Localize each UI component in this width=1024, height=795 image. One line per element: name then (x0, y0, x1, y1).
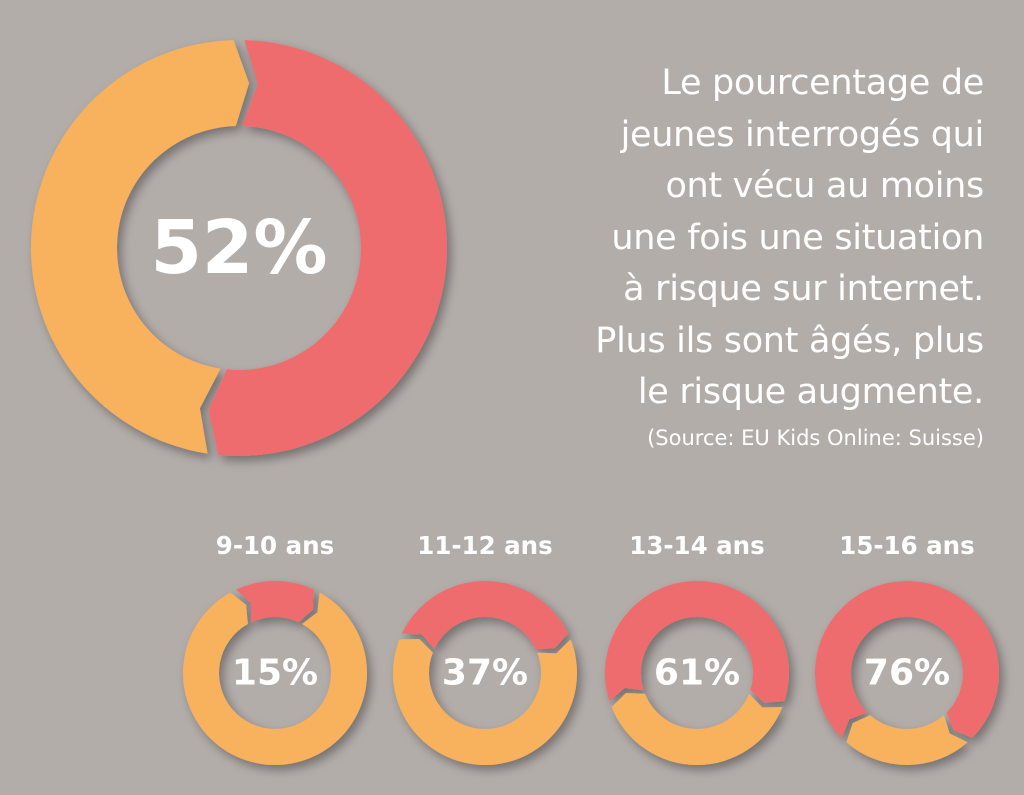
at-risk-slice (605, 581, 789, 703)
age-donut (182, 581, 368, 765)
at-risk-slice (236, 581, 314, 623)
at-risk-slice (401, 580, 569, 649)
not-at-risk-slice (846, 715, 968, 765)
not-at-risk-slice (182, 592, 368, 765)
age-donut (392, 580, 577, 765)
source-note: (Source: EU Kids Online: Suisse) (647, 426, 984, 450)
not-at-risk-slice (611, 693, 783, 766)
percentage-label: 37% (442, 653, 528, 694)
percentage-label: 61% (654, 653, 740, 694)
age-donut (815, 581, 1000, 765)
not-at-risk-slice (392, 638, 577, 765)
percentage-label: 76% (864, 653, 950, 694)
age-group-label: 9-10 ans (216, 531, 334, 560)
headline-line: Plus ils sont âgés, plus (595, 320, 984, 361)
headline-line: le risque augmente. (637, 372, 984, 412)
at-risk-slice (815, 581, 1000, 738)
headline-line: Le pourcentage de (661, 63, 984, 103)
age-donut (605, 581, 789, 766)
not-at-risk-slice (30, 40, 250, 454)
percentage-label: 52% (150, 205, 327, 291)
at-risk-slice (208, 40, 448, 456)
age-group-label: 15-16 ans (839, 531, 974, 560)
main-donut (30, 40, 448, 456)
headline-line: une fois une situation (611, 217, 984, 258)
headline-line: jeunes interrogés qui (620, 114, 985, 155)
percentage-label: 15% (232, 653, 318, 694)
age-group-label: 11-12 ans (417, 531, 552, 560)
headline-line: ont vécu au moins (665, 166, 984, 206)
age-group-label: 13-14 ans (629, 531, 764, 560)
headline-line: à risque sur internet. (623, 269, 984, 309)
headline: Le pourcentage de jeunes interrogés qui … (464, 58, 984, 419)
